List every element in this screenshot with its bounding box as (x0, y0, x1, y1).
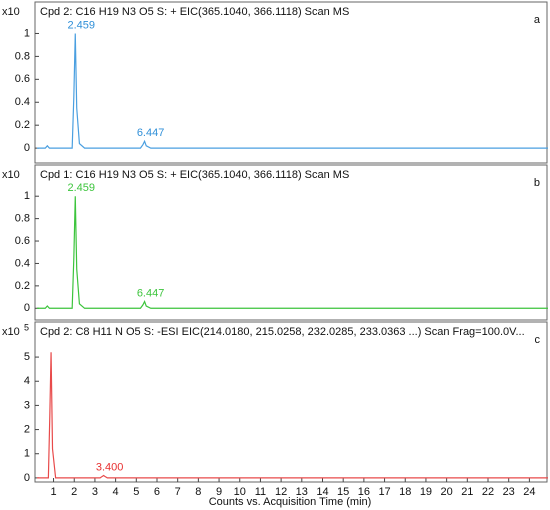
x-tick-label: 20 (441, 486, 453, 498)
peak-annotation: 2.459 (68, 182, 96, 194)
x-tick-label: 10 (234, 486, 246, 498)
y-tick-label: 0.4 (15, 257, 30, 269)
panel-frame (34, 321, 548, 483)
peak-annotation: 2.459 (68, 19, 96, 31)
panel-label: b (534, 177, 540, 189)
y-multiplier: x10 (2, 169, 20, 181)
y-tick-label: 0 (24, 142, 30, 154)
y-tick-label: 0.6 (15, 73, 30, 85)
x-tick-label: 18 (399, 486, 411, 498)
y-tick-label: 2 (24, 423, 30, 435)
x-tick-label: 19 (420, 486, 432, 498)
x-tick-label: 7 (175, 486, 181, 498)
panel-frame (34, 164, 548, 321)
y-exponent: 5 (24, 322, 29, 332)
y-tick-label: 0.8 (15, 213, 30, 225)
trace (37, 196, 548, 309)
x-tick-label: 3 (92, 486, 98, 498)
x-tick-label: 4 (113, 486, 119, 498)
panel-frame (34, 1, 548, 164)
y-tick-label: 0.6 (15, 235, 30, 247)
panel-title: Cpd 1: C16 H19 N3 O5 S: + EIC(365.1040, … (40, 169, 349, 181)
y-tick-label: 0.2 (15, 119, 30, 131)
x-tick-label: 22 (482, 486, 494, 498)
x-axis-title: Counts vs. Acquisition Time (min) (209, 496, 372, 508)
x-tick-label: 16 (358, 486, 370, 498)
x-tick-label: 6 (154, 486, 160, 498)
y-tick-label: 4 (24, 375, 30, 387)
x-tick-label: 21 (461, 486, 473, 498)
peak-annotation: 6.447 (137, 287, 165, 299)
x-tick-label: 5 (133, 486, 139, 498)
panel-label: c (535, 334, 541, 346)
y-tick-label: 0.8 (15, 50, 30, 62)
y-tick-label: 0.2 (15, 280, 30, 292)
x-tick-label: 13 (296, 486, 308, 498)
x-tick-label: 24 (523, 486, 535, 498)
peak-annotation: 3.400 (96, 461, 124, 473)
trace (37, 352, 548, 479)
y-tick-label: 0 (24, 302, 30, 314)
panel-label: a (534, 14, 541, 26)
y-tick-label: 3 (24, 399, 30, 411)
x-tick-label: 12 (275, 486, 287, 498)
x-tick-label: 8 (195, 486, 201, 498)
peak-annotation: 6.447 (137, 127, 165, 139)
x-tick-label: 1 (50, 486, 56, 498)
panel-title: Cpd 2: C8 H11 N O5 S: -ESI EIC(214.0180,… (40, 326, 525, 338)
x-tick-label: 9 (216, 486, 222, 498)
y-tick-label: 0 (24, 472, 30, 484)
y-tick-label: 0.4 (15, 96, 30, 108)
trace (37, 33, 548, 149)
y-tick-label: 1 (24, 27, 30, 39)
x-tick-label: 17 (378, 486, 390, 498)
y-multiplier: x10 (2, 6, 20, 18)
y-tick-label: 1 (24, 190, 30, 202)
x-tick-label: 14 (316, 486, 328, 498)
y-tick-label: 1 (24, 448, 30, 460)
y-multiplier: x10 (2, 326, 20, 338)
panel-title: Cpd 2: C16 H19 N3 O5 S: + EIC(365.1040, … (40, 6, 349, 18)
x-tick-label: 2 (71, 486, 77, 498)
x-tick-label: 15 (337, 486, 349, 498)
x-tick-label: 23 (503, 486, 515, 498)
y-tick-label: 5 (24, 351, 30, 363)
x-tick-label: 11 (255, 486, 266, 498)
